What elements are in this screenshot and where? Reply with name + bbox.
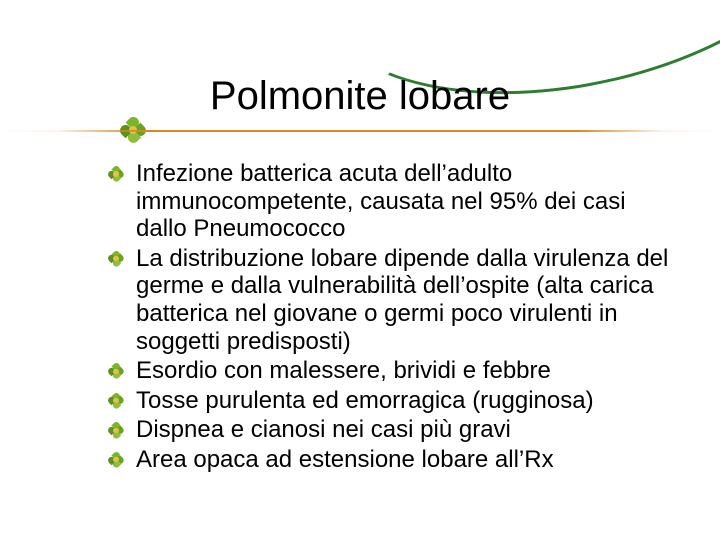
list-item: La distribuzione lobare dipende dalla vi…	[108, 245, 680, 355]
bullet-text: Esordio con malessere, brividi e febbre	[136, 357, 551, 384]
flower-leaf-icon	[108, 393, 124, 409]
bullet-text: Infezione batterica acuta dell’adulto im…	[136, 160, 626, 242]
list-item: Tosse purulenta ed emorragica (rugginosa…	[108, 387, 680, 415]
title-underline	[0, 130, 720, 132]
slide-title: Polmonite lobare	[202, 72, 518, 121]
list-item: Esordio con malessere, brividi e febbre	[108, 357, 680, 385]
bullet-text: La distribuzione lobare dipende dalla vi…	[136, 245, 668, 355]
bullet-text: Tosse purulenta ed emorragica (rugginosa…	[136, 387, 594, 414]
flower-leaf-icon	[108, 363, 124, 379]
flower-leaf-icon	[108, 452, 124, 468]
bullet-text: Dispnea e cianosi nei casi più gravi	[136, 416, 511, 443]
body-content: Infezione batterica acuta dell’adulto im…	[108, 160, 680, 476]
flower-leaf-icon	[108, 422, 124, 438]
list-item: Area opaca ad estensione lobare all’Rx	[108, 446, 680, 474]
title-container: Polmonite lobare	[0, 72, 720, 121]
list-item: Infezione batterica acuta dell’adulto im…	[108, 160, 680, 243]
bullet-list: Infezione batterica acuta dell’adulto im…	[108, 160, 680, 474]
flower-leaf-icon	[108, 251, 124, 267]
bullet-text: Area opaca ad estensione lobare all’Rx	[136, 446, 554, 473]
list-item: Dispnea e cianosi nei casi più gravi	[108, 416, 680, 444]
flower-leaf-icon	[108, 166, 124, 182]
